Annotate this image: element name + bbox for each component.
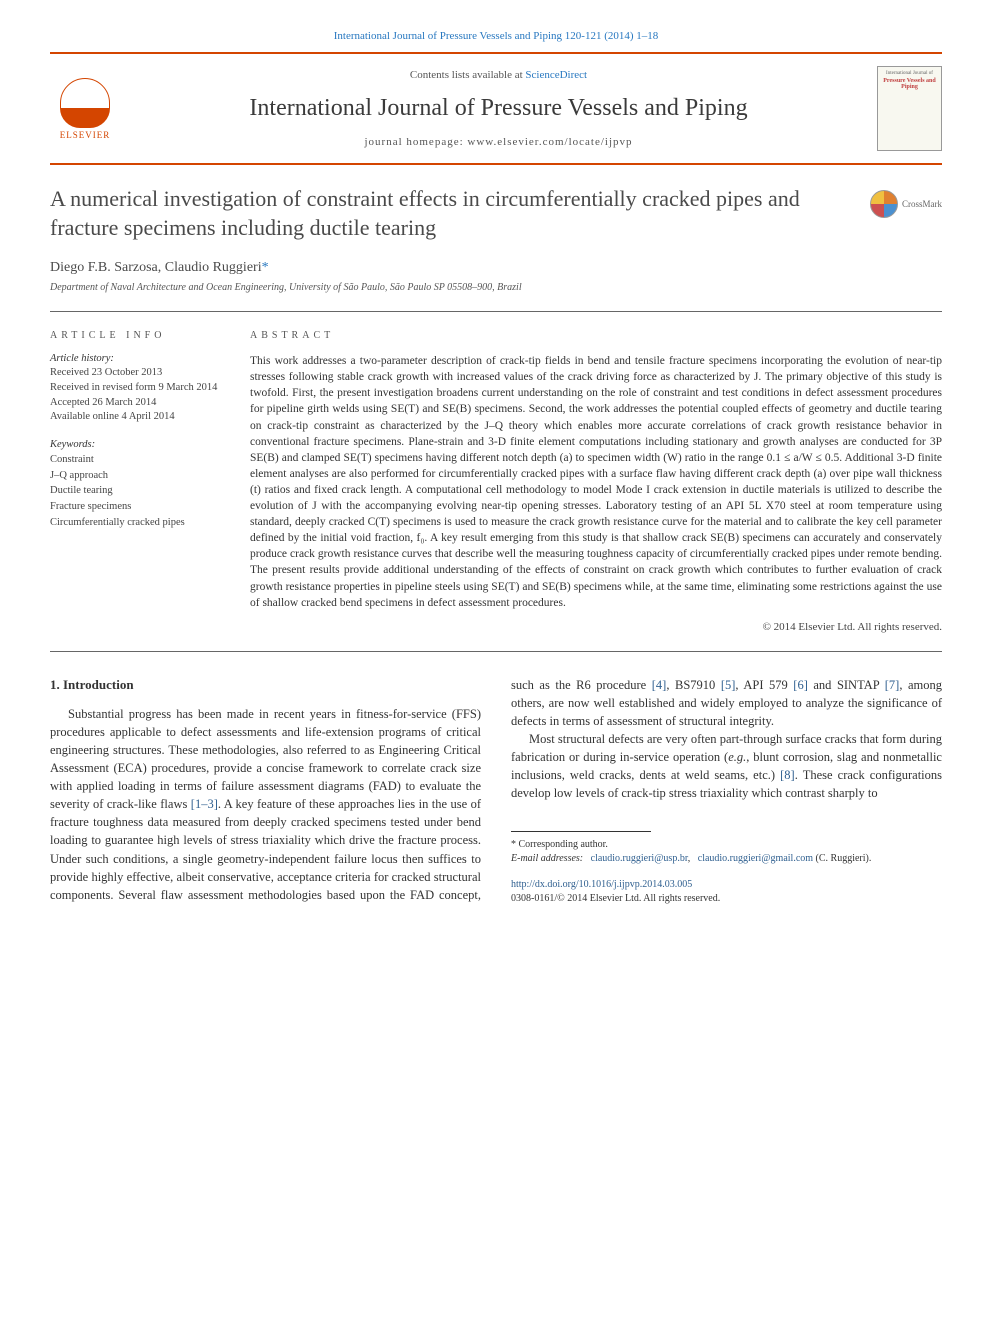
ref-link-6[interactable]: [6] [793, 678, 808, 692]
history-head: Article history: [50, 353, 226, 364]
article-info-column: ARTICLE INFO Article history: Received 2… [50, 330, 250, 633]
history-line-0: Received 23 October 2013 [50, 366, 226, 381]
footnote-block: * Corresponding author. E-mail addresses… [511, 823, 942, 906]
email-2[interactable]: claudio.ruggieri@gmail.com [698, 853, 813, 864]
issn-line: 0308-0161/© 2014 Elsevier Ltd. All right… [511, 892, 942, 906]
ref-link-8[interactable]: [8] [780, 768, 795, 782]
authors: Diego F.B. Sarzosa, Claudio Ruggieri* [50, 260, 942, 276]
doi-line: http://dx.doi.org/10.1016/j.ijpvp.2014.0… [511, 878, 942, 892]
crossmark-badge[interactable]: CrossMark [870, 190, 942, 218]
keywords-head: Keywords: [50, 439, 226, 450]
email-line: E-mail addresses: claudio.ruggieri@usp.b… [511, 852, 942, 866]
homepage-url[interactable]: www.elsevier.com/locate/ijpvp [467, 136, 632, 148]
abstract-label: ABSTRACT [250, 330, 942, 341]
elsevier-label: ELSEVIER [60, 130, 111, 140]
email-author: (C. Ruggieri). [816, 853, 872, 864]
abstract-copyright: © 2014 Elsevier Ltd. All rights reserved… [250, 621, 942, 633]
journal-header: ELSEVIER Contents lists available at Sci… [50, 52, 942, 165]
abstract-column: ABSTRACT This work addresses a two-param… [250, 330, 942, 633]
elsevier-logo: ELSEVIER [50, 71, 120, 146]
journal-name: International Journal of Pressure Vessel… [120, 95, 877, 122]
affiliation: Department of Naval Architecture and Oce… [50, 282, 942, 293]
section-number: 1. [50, 677, 60, 692]
history-line-3: Available online 4 April 2014 [50, 410, 226, 425]
info-abstract-row: ARTICLE INFO Article history: Received 2… [50, 311, 942, 652]
email-1[interactable]: claudio.ruggieri@usp.br [591, 853, 688, 864]
doi-link[interactable]: http://dx.doi.org/10.1016/j.ijpvp.2014.0… [511, 879, 692, 890]
section-title: Introduction [63, 677, 134, 692]
journal-cover-thumbnail: International Journal of Pressure Vessel… [877, 66, 942, 151]
email-label: E-mail addresses: [511, 853, 583, 864]
elsevier-tree-icon [60, 78, 110, 128]
footnote-divider [511, 831, 651, 832]
abstract-text: This work addresses a two-parameter desc… [250, 353, 942, 611]
author-names: Diego F.B. Sarzosa, Claudio Ruggieri [50, 260, 262, 275]
keyword-3: Fracture specimens [50, 499, 226, 515]
keyword-4: Circumferentially cracked pipes [50, 515, 226, 531]
corresponding-mark[interactable]: * [262, 260, 269, 275]
homepage-line: journal homepage: www.elsevier.com/locat… [120, 136, 877, 148]
p2-d: and SINTAP [808, 678, 885, 692]
history-line-1: Received in revised form 9 March 2014 [50, 381, 226, 396]
p2-b: , BS7910 [666, 678, 720, 692]
top-citation-link[interactable]: International Journal of Pressure Vessel… [334, 30, 659, 42]
contents-prefix: Contents lists available at [410, 69, 525, 81]
sciencedirect-link[interactable]: ScienceDirect [525, 69, 587, 81]
ref-link-1-3[interactable]: [1–3] [191, 797, 218, 811]
body-columns: 1. Introduction Substantial progress has… [50, 676, 942, 906]
keyword-1: J–Q approach [50, 468, 226, 484]
top-citation: International Journal of Pressure Vessel… [50, 30, 942, 42]
keyword-2: Ductile tearing [50, 483, 226, 499]
paragraph-3: Most structural defects are very often p… [511, 730, 942, 803]
crossmark-label: CrossMark [902, 199, 942, 209]
ref-link-4[interactable]: [4] [652, 678, 667, 692]
homepage-prefix: journal homepage: [364, 136, 467, 148]
ref-link-7[interactable]: [7] [885, 678, 900, 692]
corresponding-note: * Corresponding author. [511, 838, 942, 852]
title-section: CrossMark A numerical investigation of c… [50, 185, 942, 242]
contents-line: Contents lists available at ScienceDirec… [120, 69, 877, 81]
ref-link-5[interactable]: [5] [721, 678, 736, 692]
section-heading: 1. Introduction [50, 676, 481, 695]
cover-subtitle: International Journal of [882, 71, 937, 76]
crossmark-icon [870, 190, 898, 218]
keyword-0: Constraint [50, 452, 226, 468]
p3-eg: e.g. [728, 750, 746, 764]
p2-c: , API 579 [735, 678, 793, 692]
cover-title: Pressure Vessels and Piping [882, 78, 937, 90]
p1-a: Substantial progress has been made in re… [50, 707, 481, 812]
article-title: A numerical investigation of constraint … [50, 185, 942, 242]
header-center: Contents lists available at ScienceDirec… [120, 69, 877, 148]
article-info-label: ARTICLE INFO [50, 330, 226, 341]
history-line-2: Accepted 26 March 2014 [50, 396, 226, 411]
